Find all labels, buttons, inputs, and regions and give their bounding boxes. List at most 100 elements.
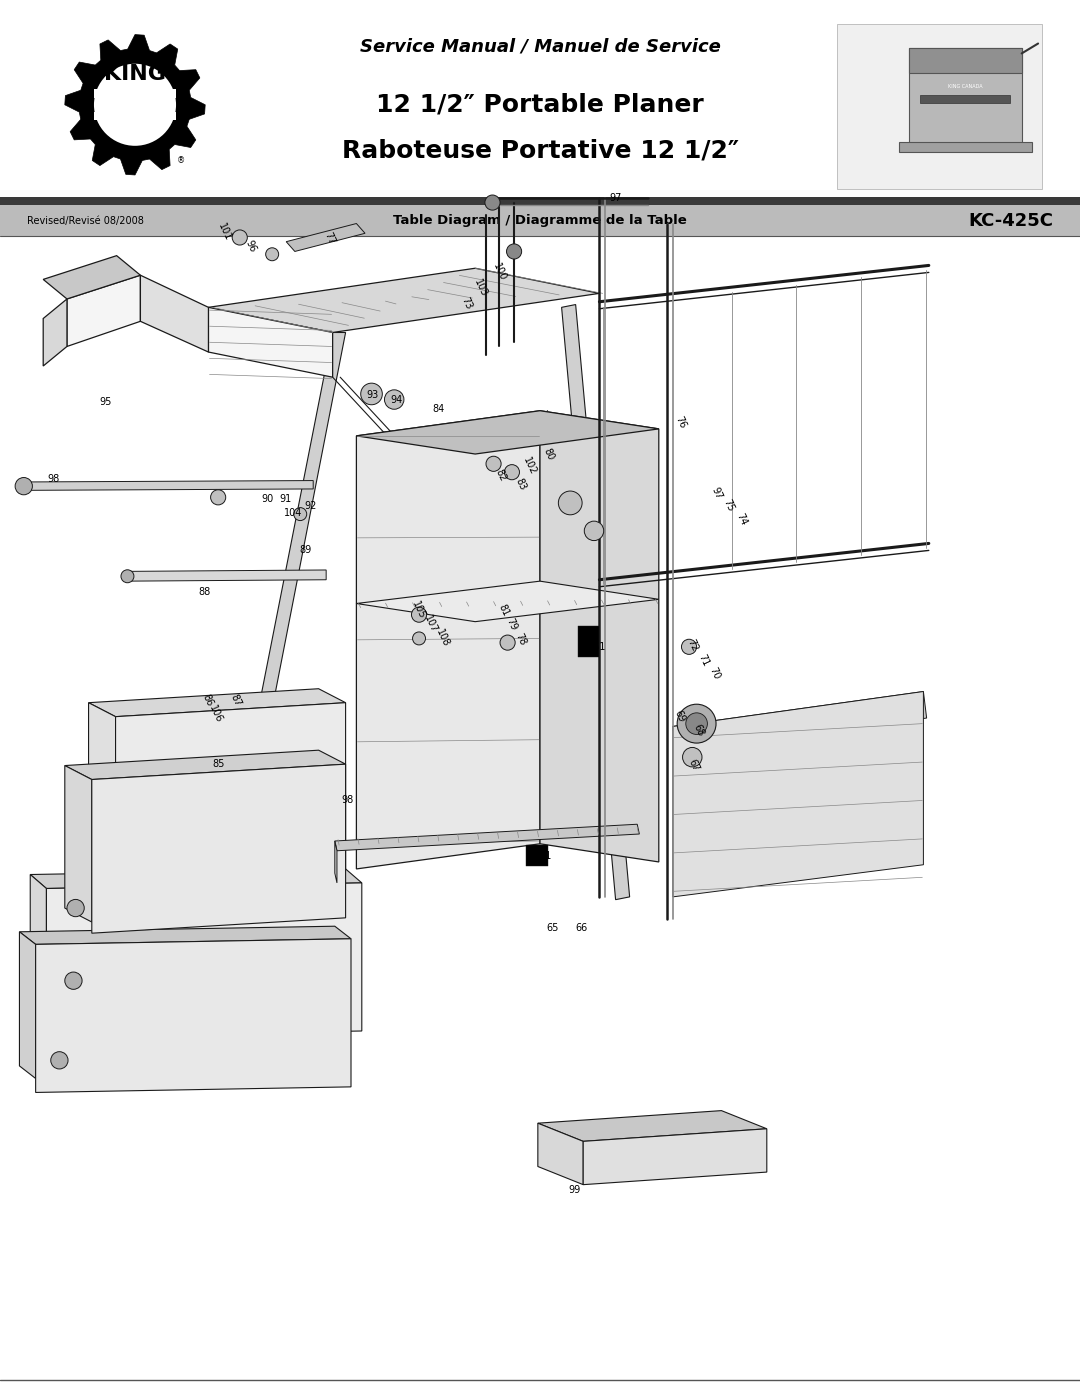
Text: 72: 72 [685, 637, 700, 654]
Text: Table Diagram / Diagramme de la Table: Table Diagram / Diagramme de la Table [393, 214, 687, 228]
Polygon shape [673, 692, 927, 753]
Bar [94, 89, 176, 98]
Polygon shape [89, 703, 116, 883]
Polygon shape [30, 875, 46, 1023]
Circle shape [232, 231, 247, 244]
Circle shape [485, 196, 500, 210]
Polygon shape [140, 275, 208, 352]
Circle shape [504, 465, 519, 479]
Text: KING: KING [104, 64, 166, 84]
Text: 68: 68 [691, 724, 706, 738]
Polygon shape [286, 224, 365, 251]
Text: 85: 85 [212, 759, 225, 770]
Polygon shape [356, 411, 540, 869]
Bar [526, 845, 548, 866]
Bar [0, 0, 1080, 212]
Circle shape [486, 457, 501, 471]
Circle shape [94, 64, 176, 145]
Text: 161: 161 [588, 641, 607, 652]
Text: 67: 67 [686, 757, 701, 774]
Circle shape [121, 570, 134, 583]
Text: 77: 77 [322, 231, 337, 247]
Polygon shape [116, 703, 346, 883]
Text: 89: 89 [299, 545, 312, 556]
Bar [899, 142, 1032, 152]
Polygon shape [65, 35, 205, 175]
Polygon shape [335, 841, 337, 883]
Polygon shape [46, 883, 362, 1037]
Text: 88: 88 [198, 587, 211, 598]
Text: ®: ® [177, 156, 186, 165]
Circle shape [65, 972, 82, 989]
Text: 92: 92 [305, 500, 318, 511]
Text: CANADA: CANADA [112, 127, 158, 138]
Text: 79: 79 [504, 616, 519, 633]
Polygon shape [335, 824, 639, 851]
Bar [0, 205, 1080, 236]
Polygon shape [221, 332, 346, 897]
Text: 97: 97 [710, 485, 725, 502]
Text: 87: 87 [228, 692, 243, 708]
Circle shape [411, 608, 427, 622]
Polygon shape [43, 256, 140, 299]
Bar [920, 95, 1011, 103]
Circle shape [211, 490, 226, 504]
Text: 161: 161 [534, 851, 553, 862]
Bar [0, 197, 1080, 205]
Text: 96: 96 [243, 239, 258, 253]
Text: 75: 75 [721, 497, 737, 514]
Text: 100: 100 [491, 263, 509, 282]
Circle shape [558, 490, 582, 515]
Text: 69: 69 [672, 710, 687, 724]
Text: 84: 84 [432, 404, 445, 415]
Text: 86: 86 [200, 693, 215, 707]
Text: 107: 107 [422, 613, 440, 636]
Text: 90: 90 [261, 493, 274, 504]
Polygon shape [583, 1129, 767, 1185]
Text: 82: 82 [494, 467, 509, 483]
Polygon shape [562, 305, 630, 900]
Polygon shape [92, 764, 346, 933]
Text: 80: 80 [541, 447, 556, 461]
Text: 65: 65 [546, 922, 559, 933]
Text: 71: 71 [696, 652, 711, 669]
Text: 102: 102 [521, 455, 538, 478]
Polygon shape [19, 926, 351, 944]
Polygon shape [356, 411, 659, 454]
Polygon shape [127, 570, 326, 581]
Text: 97: 97 [609, 193, 622, 204]
Polygon shape [24, 481, 313, 490]
Text: 101: 101 [216, 222, 233, 242]
Circle shape [361, 383, 382, 405]
Text: 103: 103 [472, 278, 489, 298]
Text: 74: 74 [734, 511, 750, 528]
Text: 98: 98 [341, 795, 354, 806]
Polygon shape [538, 1111, 767, 1141]
Polygon shape [89, 689, 346, 717]
Text: 98: 98 [48, 474, 60, 485]
Circle shape [677, 704, 716, 743]
Circle shape [507, 244, 522, 258]
Circle shape [413, 631, 426, 645]
Text: 70: 70 [707, 665, 723, 682]
Polygon shape [208, 268, 599, 332]
Text: 105: 105 [410, 599, 428, 622]
Circle shape [294, 507, 307, 521]
Circle shape [683, 747, 702, 767]
Text: 91: 91 [279, 493, 292, 504]
Polygon shape [356, 581, 659, 622]
Polygon shape [540, 411, 659, 862]
Polygon shape [65, 750, 346, 780]
Text: 83: 83 [513, 478, 528, 492]
Polygon shape [30, 869, 362, 888]
Circle shape [266, 247, 279, 261]
Circle shape [67, 900, 84, 916]
Text: KC-425C: KC-425C [968, 212, 1053, 229]
Text: 106: 106 [207, 704, 225, 724]
Circle shape [681, 640, 697, 654]
Polygon shape [208, 307, 333, 377]
Text: Service Manual / Manuel de Service: Service Manual / Manuel de Service [360, 38, 720, 54]
Polygon shape [36, 939, 351, 1092]
Circle shape [51, 1052, 68, 1069]
Circle shape [384, 390, 404, 409]
